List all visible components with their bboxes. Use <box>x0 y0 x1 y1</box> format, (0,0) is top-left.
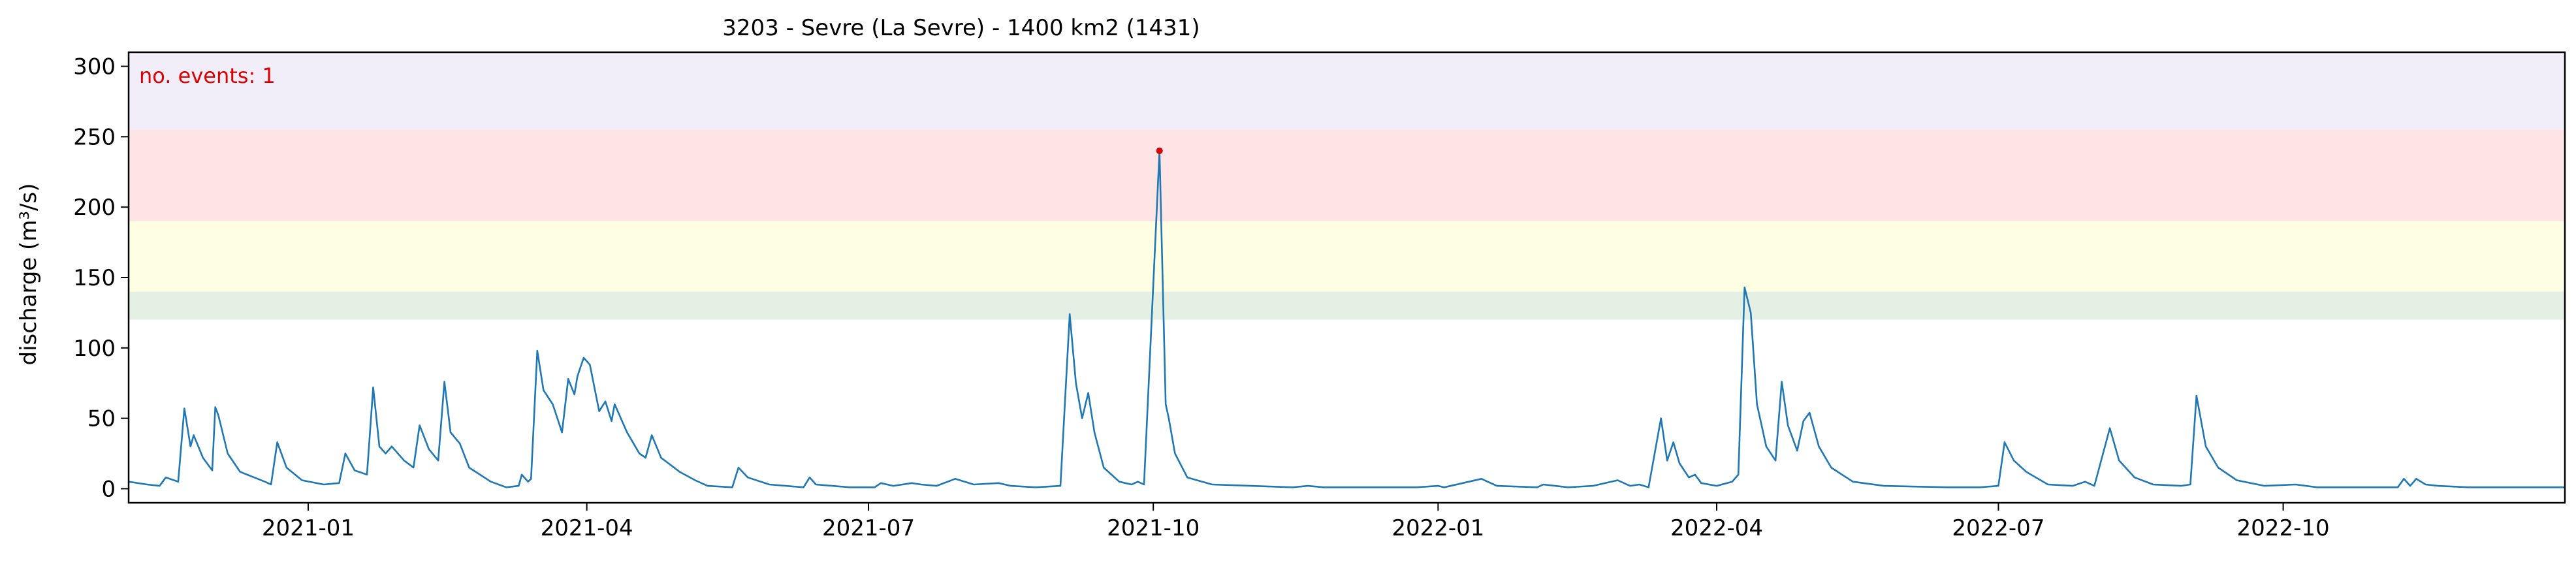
x-tick-label-0: 2021-01 <box>262 515 355 541</box>
x-tick-label-3: 2021-10 <box>1107 515 1200 541</box>
y-axis-label: discharge (m³/s) <box>16 183 42 366</box>
y-tick-label-1: 50 <box>87 406 116 432</box>
y-tick-label-6: 300 <box>73 54 116 80</box>
x-tick-label-2: 2021-07 <box>822 515 915 541</box>
series-layer <box>128 150 2565 488</box>
y-tick-label-3: 150 <box>73 265 116 291</box>
chart-title: 3203 - Sevre (La Sevre) - 1400 km2 (1431… <box>722 15 1200 41</box>
x-tick-label-4: 2022-01 <box>1391 515 1484 541</box>
event-marker-0 <box>1156 147 1163 154</box>
x-axis: 2021-01 2021-04 2021-07 2021-10 2022-01 2022-… <box>262 503 2330 541</box>
y-tick-label-4: 200 <box>73 195 116 221</box>
y-tick-label-2: 100 <box>73 336 116 362</box>
threshold-band-2 <box>129 129 2565 221</box>
y-tick-label-5: 250 <box>73 124 116 150</box>
x-tick-label-1: 2021-04 <box>541 515 633 541</box>
y-axis: 0 50 100 150 200 250 300 <box>73 54 129 502</box>
event-markers <box>1156 147 1163 154</box>
event-count-annotation: no. events: 1 <box>139 63 276 88</box>
threshold-bands <box>129 52 2565 320</box>
threshold-band-1 <box>129 221 2565 292</box>
x-tick-label-7: 2022-10 <box>2237 515 2330 541</box>
x-tick-label-6: 2022-07 <box>1952 515 2044 541</box>
x-tick-label-5: 2022-04 <box>1670 515 1763 541</box>
threshold-band-3 <box>129 52 2565 130</box>
threshold-band-0 <box>129 291 2565 320</box>
discharge-series-line-0 <box>128 150 2565 488</box>
y-tick-label-0: 0 <box>101 476 116 502</box>
